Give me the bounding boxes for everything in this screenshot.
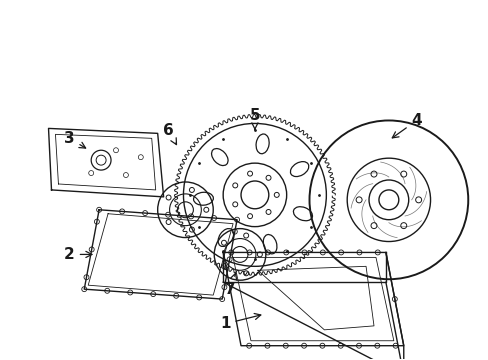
Text: 7: 7	[224, 273, 236, 297]
Text: 6: 6	[163, 123, 176, 145]
Text: 5: 5	[249, 108, 260, 129]
Text: 2: 2	[64, 247, 92, 262]
Text: 1: 1	[220, 314, 260, 332]
Text: 3: 3	[64, 131, 85, 148]
Text: 4: 4	[391, 113, 421, 138]
